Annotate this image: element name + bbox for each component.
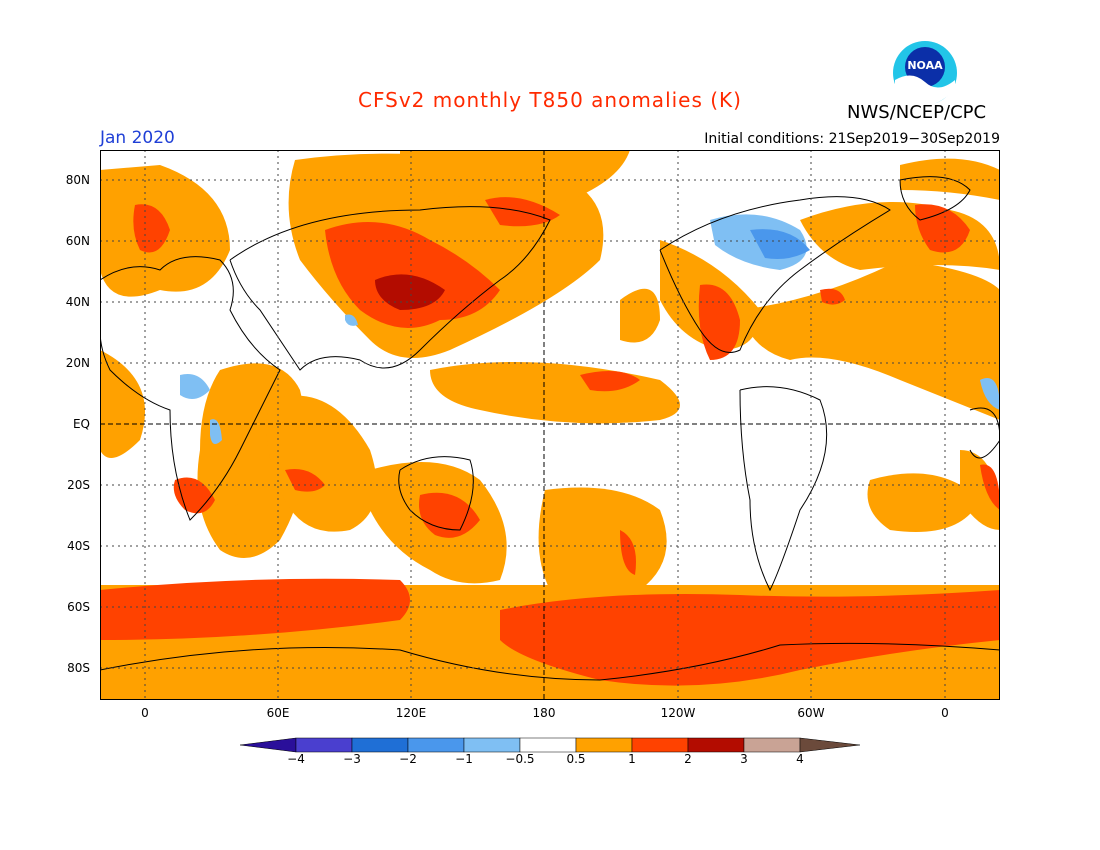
colorbar-label: −0.5 xyxy=(505,752,535,766)
colorbar-label: −4 xyxy=(287,752,305,766)
lat-label-20n: 20N xyxy=(65,356,90,370)
noaa-logo: NOAA xyxy=(893,41,957,106)
colorbar-label: −1 xyxy=(455,752,473,766)
colorbar-label: 0.5 xyxy=(566,752,586,766)
svg-text:NOAA: NOAA xyxy=(907,59,943,72)
colorbar-label: 4 xyxy=(796,752,804,766)
colorbar-label: 1 xyxy=(628,752,636,766)
lon-label-60e: 60E xyxy=(266,706,290,720)
lat-label-20s: 20S xyxy=(67,478,90,492)
lat-label-40n: 40N xyxy=(65,295,90,309)
lon-label-120w: 120W xyxy=(660,706,696,720)
lon-label-120e: 120E xyxy=(395,706,427,720)
lat-label-40s: 40S xyxy=(67,539,90,553)
anomaly-field-pos2 xyxy=(375,274,445,310)
anomaly-field-pos1 xyxy=(100,197,1000,686)
lat-label-60s: 60S xyxy=(67,600,90,614)
lat-label-60n: 60N xyxy=(65,234,90,248)
initial-conditions: Initial conditions: 21Sep2019−30Sep2019 xyxy=(704,131,1000,147)
anomaly-field-neg xyxy=(180,214,1000,444)
organization-label: NWS/NCEP/CPC xyxy=(847,102,987,123)
lat-label-80s: 80S xyxy=(67,661,90,675)
map-title: CFSv2 monthly T850 anomalies (K) xyxy=(358,88,742,112)
lat-label-eq: EQ xyxy=(72,417,90,431)
lon-label-180: 180 xyxy=(532,706,556,720)
lon-label-0: 0 xyxy=(141,706,149,720)
lon-label-0-east: 0 xyxy=(941,706,949,720)
lat-label-80n: 80N xyxy=(65,173,90,187)
anomaly-map xyxy=(100,150,1000,700)
colorbar xyxy=(240,737,860,753)
colorbar-label: 3 xyxy=(740,752,748,766)
lon-label-60w: 60W xyxy=(797,706,825,720)
colorbar-label: 2 xyxy=(684,752,692,766)
forecast-month: Jan 2020 xyxy=(100,128,175,148)
colorbar-label: −2 xyxy=(399,752,417,766)
graticule xyxy=(100,150,1000,700)
colorbar-label: −3 xyxy=(343,752,361,766)
reference-lines xyxy=(100,150,1000,700)
